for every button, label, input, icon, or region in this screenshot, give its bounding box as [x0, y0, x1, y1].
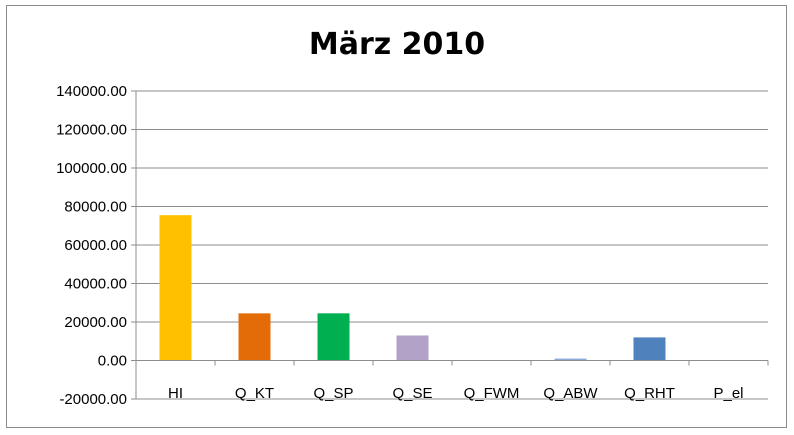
y-tick-label: 0.00: [98, 353, 127, 370]
bar: [317, 313, 350, 361]
x-category-label: HI: [168, 385, 183, 402]
bar: [396, 335, 429, 361]
y-tick-label: -20000.00: [59, 391, 127, 408]
bar: [633, 337, 666, 361]
y-tick-label: 100000.00: [56, 160, 127, 177]
y-tick-label: 40000.00: [64, 276, 127, 293]
y-tick-label: 140000.00: [56, 83, 127, 100]
x-category-label: Q_FWM: [464, 385, 520, 402]
x-category-label: Q_KT: [235, 385, 274, 402]
x-category-label: Q_SP: [313, 385, 353, 402]
x-category-label: Q_RHT: [624, 385, 675, 402]
y-tick-label: 60000.00: [64, 237, 127, 254]
x-category-label: P_el: [713, 385, 743, 402]
bar: [554, 358, 587, 361]
x-category-label: Q_SE: [392, 385, 432, 402]
chart-title: März 2010: [309, 27, 485, 62]
y-tick-label: 20000.00: [64, 314, 127, 331]
y-tick-label: 80000.00: [64, 199, 127, 216]
x-category-label: Q_ABW: [543, 385, 598, 402]
bar: [238, 313, 271, 361]
y-tick-label: 120000.00: [56, 122, 127, 139]
bar: [159, 215, 192, 361]
